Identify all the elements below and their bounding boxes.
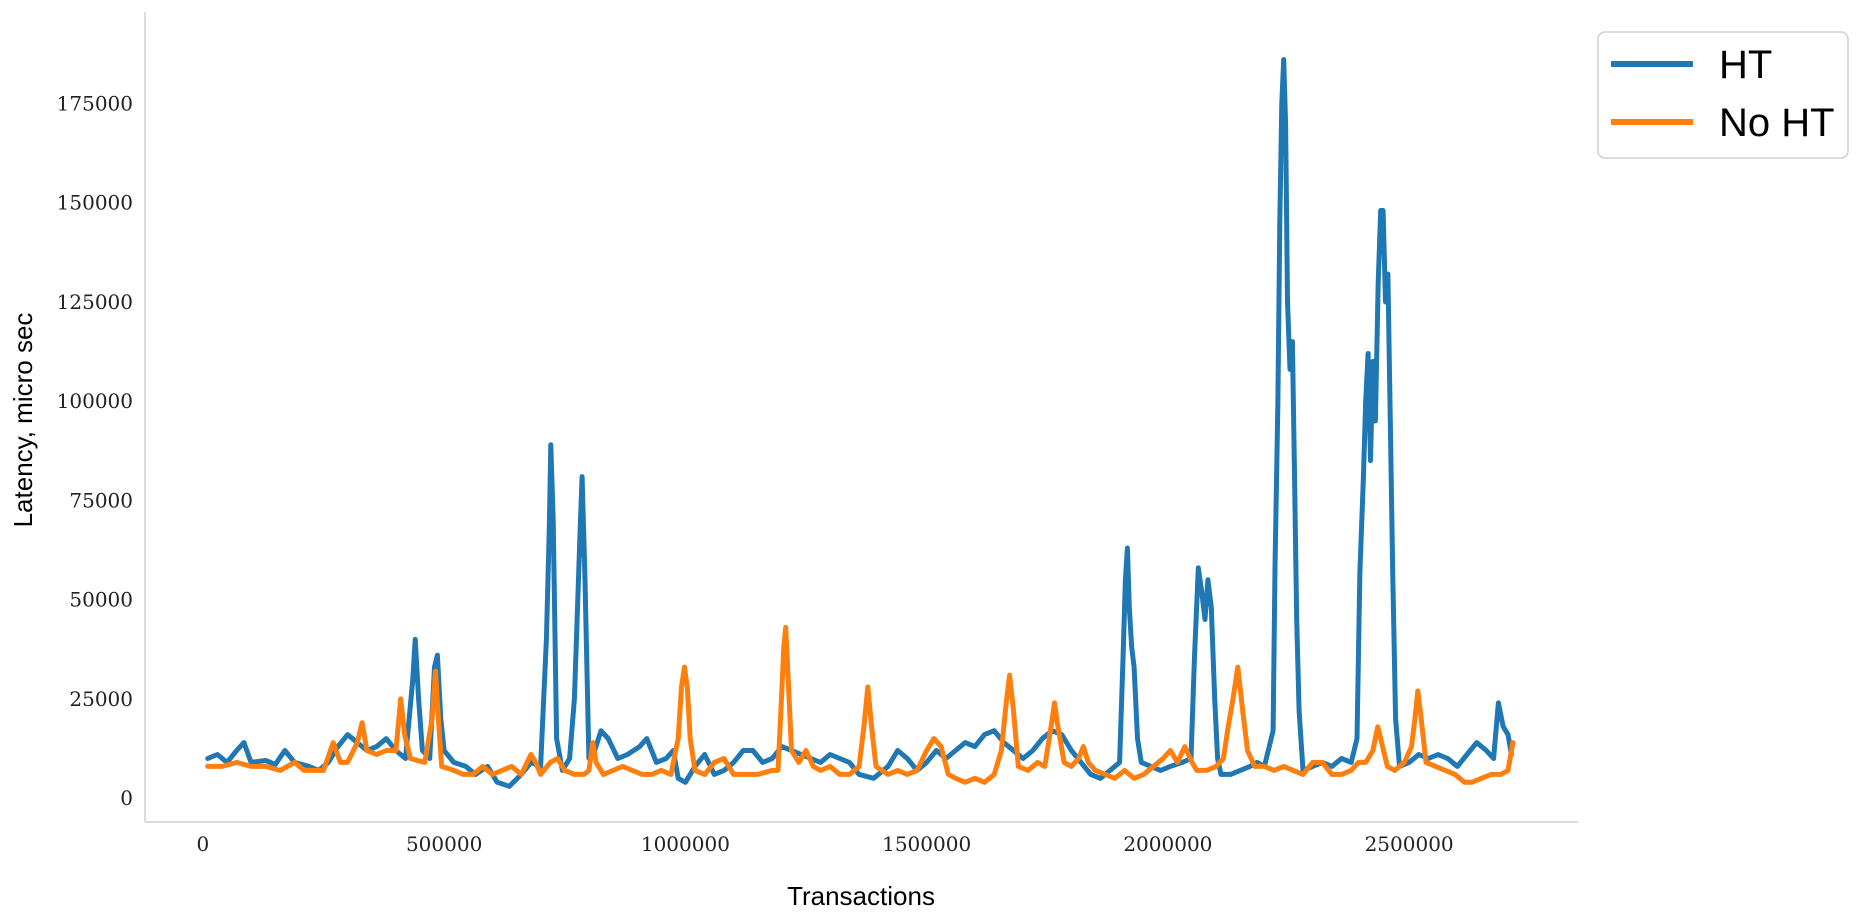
y-tick-label: 100000 [57, 389, 133, 413]
legend-label: No HT [1719, 101, 1835, 145]
y-tick-label: 25000 [69, 687, 133, 711]
y-tick-label: 0 [120, 786, 133, 810]
y-tick-label: 150000 [57, 191, 133, 215]
x-tick-label: 0 [197, 832, 210, 856]
y-tick-label: 75000 [69, 488, 133, 512]
legend: HT No HT [1597, 31, 1849, 159]
x-tick-label: 2000000 [1123, 832, 1212, 856]
series-layer [205, 57, 1516, 789]
axes-spines [144, 12, 1578, 823]
y-tick-label: 175000 [57, 91, 133, 115]
x-tick-label: 500000 [406, 832, 482, 856]
x-tick-label: 1000000 [641, 832, 730, 856]
x-axis-title: Transactions [787, 881, 935, 911]
y-tick-label: 125000 [57, 290, 133, 314]
series-line-no-ht [205, 624, 1516, 785]
x-tick-label: 2500000 [1365, 832, 1454, 856]
legend-label: HT [1719, 43, 1772, 87]
y-axis-title: Latency, micro sec [8, 313, 38, 528]
x-tick-labels: 0 500000 1000000 1500000 2000000 2500000 [197, 832, 1454, 856]
series-line-ht [205, 57, 1514, 789]
x-tick-label: 1500000 [882, 832, 971, 856]
y-tick-label: 50000 [69, 588, 133, 612]
y-tick-labels: 0 25000 50000 75000 100000 125000 150000 175000 [57, 91, 133, 810]
